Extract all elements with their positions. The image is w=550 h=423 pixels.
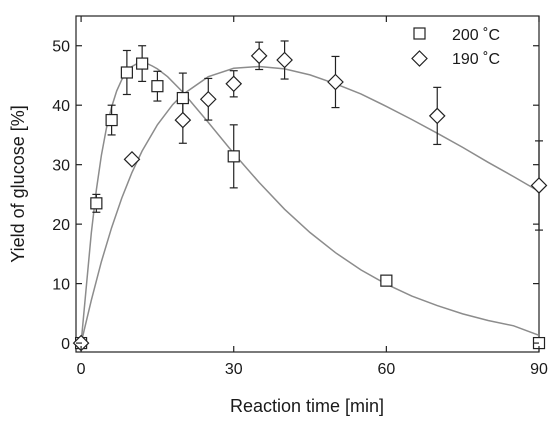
data-point-diamond xyxy=(123,150,141,168)
fit-curves xyxy=(80,62,540,344)
error-bars xyxy=(92,40,543,231)
fit-curve-series-1 xyxy=(80,65,540,344)
x-tick-label: 90 xyxy=(530,361,548,378)
y-tick-label: 50 xyxy=(52,39,70,56)
data-markers xyxy=(72,47,548,352)
data-point-diamond xyxy=(530,177,548,194)
data-point-square xyxy=(176,91,189,105)
y-axis-title: Yield of glucose [%] xyxy=(8,105,28,262)
legend-marker-200c xyxy=(413,27,426,40)
data-point-diamond xyxy=(327,73,344,91)
data-point-square xyxy=(227,150,240,163)
data-point-square xyxy=(120,66,133,79)
y-tick-label: 0 xyxy=(61,336,70,353)
data-point-diamond xyxy=(174,111,192,129)
legend: 200 ˚C 190 ˚C xyxy=(411,27,500,68)
data-point-square xyxy=(380,274,393,287)
data-point-diamond xyxy=(250,47,268,65)
data-point-square xyxy=(90,197,103,210)
y-tick-label: 20 xyxy=(52,217,70,234)
legend-label-190c: 190 ˚C xyxy=(452,51,500,68)
legend-label-200c: 200 ˚C xyxy=(452,27,500,44)
y-axis-ticks: 0 10 20 30 40 50 xyxy=(52,39,539,353)
y-tick-label: 40 xyxy=(52,98,70,115)
x-tick-label: 30 xyxy=(225,361,243,378)
data-point-diamond xyxy=(199,90,217,108)
fit-curve-series-0 xyxy=(80,62,540,344)
data-point-diamond xyxy=(225,75,243,93)
legend-marker-190c xyxy=(411,50,428,67)
y-tick-label: 10 xyxy=(52,277,70,294)
data-point-diamond xyxy=(428,107,446,125)
x-tick-label: 60 xyxy=(377,361,395,378)
y-tick-label: 30 xyxy=(52,158,70,175)
data-point-square xyxy=(151,80,164,93)
x-axis-ticks: 0 30 60 90 xyxy=(77,16,548,378)
data-point-diamond xyxy=(276,51,293,69)
x-tick-label: 0 xyxy=(77,361,86,378)
x-axis-title: Reaction time [min] xyxy=(230,396,384,416)
data-point-square xyxy=(105,113,118,127)
data-point-square xyxy=(136,57,149,70)
